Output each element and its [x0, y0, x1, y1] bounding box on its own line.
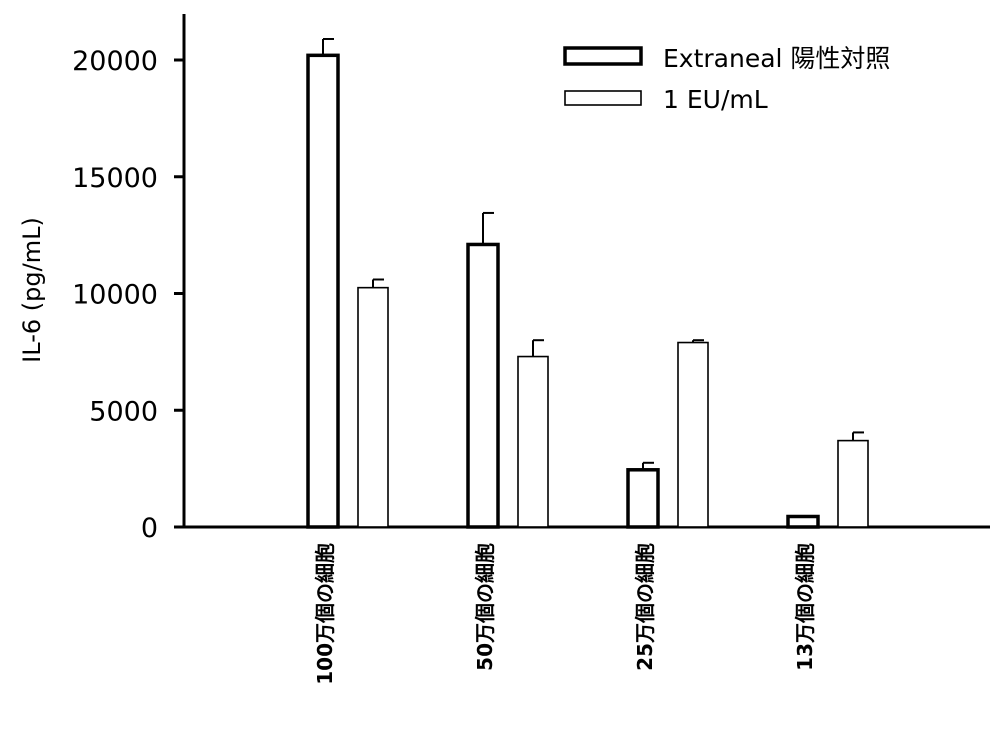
y-tick-label: 5000	[89, 396, 158, 427]
legend-swatch-1eu	[564, 90, 642, 106]
legend-label-extraneal: Extraneal 陽性対照	[663, 44, 890, 73]
category-label: 50万個の細胞	[473, 543, 497, 671]
category-labels: 100万個の細胞 50万個の細胞 25万個の細胞 13万個の細胞	[313, 543, 817, 685]
y-tick-label: 0	[141, 513, 158, 544]
category-label: 25万個の細胞	[633, 543, 657, 671]
bar-extraneal-3	[786, 514, 820, 529]
bar-extraneal-2	[626, 468, 660, 529]
y-axis-ticks: 0 5000 10000 15000 20000	[72, 46, 184, 544]
legend: Extraneal 陽性対照 1 EU/mL	[563, 44, 890, 114]
error-bars-group	[322, 37, 864, 470]
y-tick-label: 20000	[72, 46, 158, 77]
bar-1eu-3	[837, 439, 869, 528]
legend-swatch-extraneal	[563, 46, 643, 66]
bar-extraneal-0	[306, 53, 340, 529]
bar-1eu-2	[677, 341, 709, 528]
y-tick-label: 10000	[72, 280, 158, 311]
category-label: 13万個の細胞	[793, 543, 817, 671]
bar-1eu-0	[357, 286, 389, 528]
bar-1eu-1	[517, 355, 549, 528]
y-axis-label: IL-6 (pg/mL)	[18, 217, 46, 363]
category-label: 100万個の細胞	[313, 543, 337, 685]
legend-label-1eu: 1 EU/mL	[663, 85, 768, 114]
y-tick-label: 15000	[72, 163, 158, 194]
bar-extraneal-1	[466, 242, 500, 529]
bars-group	[306, 53, 869, 529]
